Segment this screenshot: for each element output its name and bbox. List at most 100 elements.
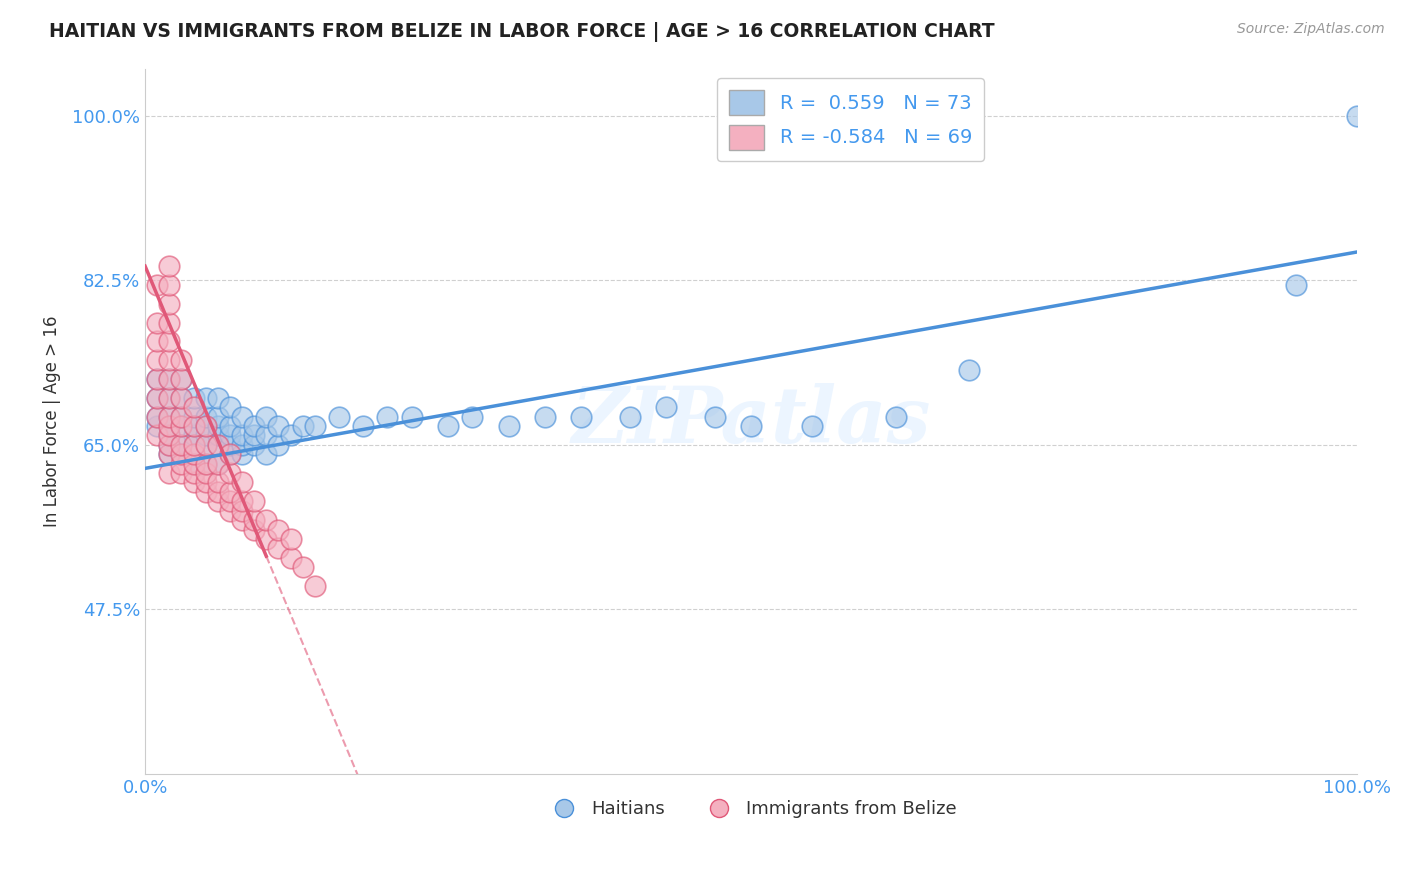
Point bbox=[194, 438, 217, 452]
Point bbox=[194, 419, 217, 434]
Point bbox=[157, 419, 180, 434]
Point bbox=[170, 447, 193, 461]
Point bbox=[800, 419, 823, 434]
Point bbox=[170, 419, 193, 434]
Point bbox=[207, 438, 229, 452]
Point bbox=[207, 457, 229, 471]
Point bbox=[157, 409, 180, 424]
Point bbox=[157, 334, 180, 349]
Point bbox=[280, 550, 302, 565]
Point bbox=[219, 447, 242, 461]
Point bbox=[534, 409, 557, 424]
Point bbox=[655, 401, 678, 415]
Point bbox=[291, 419, 314, 434]
Point bbox=[194, 391, 217, 405]
Point bbox=[243, 513, 266, 527]
Point bbox=[157, 438, 180, 452]
Point bbox=[280, 532, 302, 546]
Point bbox=[437, 419, 460, 434]
Point bbox=[183, 428, 205, 442]
Point bbox=[219, 504, 242, 518]
Point bbox=[194, 419, 217, 434]
Point bbox=[170, 447, 193, 461]
Point bbox=[254, 428, 277, 442]
Point bbox=[207, 484, 229, 499]
Point bbox=[146, 372, 169, 386]
Point bbox=[157, 466, 180, 480]
Point bbox=[304, 579, 326, 593]
Point bbox=[219, 438, 242, 452]
Point bbox=[157, 428, 180, 442]
Point bbox=[183, 419, 205, 434]
Point bbox=[157, 391, 180, 405]
Point bbox=[170, 466, 193, 480]
Point bbox=[498, 419, 520, 434]
Point bbox=[957, 362, 980, 376]
Point bbox=[194, 428, 217, 442]
Point bbox=[157, 296, 180, 310]
Point bbox=[170, 391, 193, 405]
Point bbox=[170, 372, 193, 386]
Point bbox=[219, 401, 242, 415]
Point bbox=[157, 353, 180, 368]
Point bbox=[157, 438, 180, 452]
Point bbox=[352, 419, 374, 434]
Point bbox=[1346, 109, 1368, 123]
Point bbox=[194, 438, 217, 452]
Point bbox=[170, 438, 193, 452]
Point bbox=[183, 419, 205, 434]
Point bbox=[231, 438, 253, 452]
Point bbox=[183, 466, 205, 480]
Point bbox=[219, 428, 242, 442]
Point bbox=[146, 391, 169, 405]
Point bbox=[243, 438, 266, 452]
Point bbox=[243, 523, 266, 537]
Point bbox=[207, 419, 229, 434]
Point bbox=[377, 409, 399, 424]
Point bbox=[243, 494, 266, 508]
Point bbox=[194, 457, 217, 471]
Legend: Haitians, Immigrants from Belize: Haitians, Immigrants from Belize bbox=[538, 793, 963, 825]
Point bbox=[183, 401, 205, 415]
Point bbox=[231, 494, 253, 508]
Point bbox=[183, 475, 205, 490]
Point bbox=[157, 419, 180, 434]
Point bbox=[183, 438, 205, 452]
Point bbox=[157, 447, 180, 461]
Point bbox=[254, 513, 277, 527]
Point bbox=[157, 277, 180, 292]
Point bbox=[254, 409, 277, 424]
Point bbox=[157, 447, 180, 461]
Point bbox=[231, 513, 253, 527]
Point bbox=[231, 428, 253, 442]
Point bbox=[170, 457, 193, 471]
Point bbox=[207, 391, 229, 405]
Point bbox=[243, 428, 266, 442]
Point bbox=[146, 334, 169, 349]
Point bbox=[183, 391, 205, 405]
Point bbox=[157, 428, 180, 442]
Point bbox=[304, 419, 326, 434]
Point bbox=[146, 419, 169, 434]
Point bbox=[157, 259, 180, 273]
Point bbox=[194, 409, 217, 424]
Point bbox=[267, 438, 290, 452]
Point bbox=[207, 494, 229, 508]
Point bbox=[183, 457, 205, 471]
Point bbox=[170, 409, 193, 424]
Point bbox=[146, 277, 169, 292]
Point bbox=[231, 475, 253, 490]
Point bbox=[219, 494, 242, 508]
Point bbox=[194, 466, 217, 480]
Point bbox=[703, 409, 725, 424]
Point bbox=[207, 438, 229, 452]
Point bbox=[886, 409, 908, 424]
Y-axis label: In Labor Force | Age > 16: In Labor Force | Age > 16 bbox=[44, 316, 60, 527]
Point bbox=[1285, 277, 1308, 292]
Point bbox=[267, 419, 290, 434]
Point bbox=[219, 466, 242, 480]
Point bbox=[219, 484, 242, 499]
Point bbox=[401, 409, 423, 424]
Point bbox=[183, 457, 205, 471]
Point bbox=[254, 447, 277, 461]
